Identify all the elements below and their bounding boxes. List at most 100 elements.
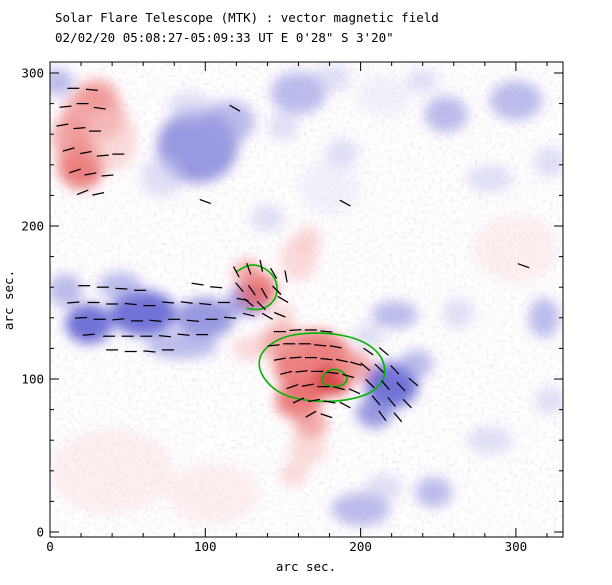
magnetic-field-vector — [180, 301, 193, 304]
magnetic-field-vector — [96, 154, 109, 157]
polarity-blob-negative — [331, 492, 391, 526]
polarity-blob-negative — [298, 160, 361, 216]
polarity-blob-negative — [415, 476, 453, 508]
polarity-blob-negative — [371, 300, 419, 329]
polarity-blob-positive — [293, 411, 328, 439]
polarity-blob-negative — [355, 74, 412, 118]
polarity-blob-negative — [202, 100, 256, 144]
magnetic-field-vector — [199, 302, 212, 306]
magnetic-field-vector — [256, 300, 266, 311]
y-tick-label: 300 — [21, 66, 44, 81]
magnetic-field-vector — [186, 319, 199, 323]
magnetic-field-vector — [408, 377, 419, 387]
polarity-blob-negative — [356, 397, 394, 429]
magnetic-field-vector — [158, 334, 171, 338]
polarity-blob-negative — [424, 95, 468, 133]
field-contour — [235, 264, 278, 311]
polarity-blob-negative — [466, 164, 513, 193]
magnetic-field-vector — [402, 398, 412, 409]
magnetic-field-vector — [360, 362, 371, 372]
polarity-blob-negative — [98, 271, 142, 300]
magnetic-field-vector — [177, 333, 190, 336]
polarity-blob-negative — [442, 297, 474, 329]
polarity-blob-negative — [466, 426, 513, 455]
magnetic-field-vector — [124, 302, 137, 306]
magnetic-field-vector — [92, 191, 105, 196]
magnetic-field-vector — [260, 287, 268, 299]
magnetic-field-vector — [390, 365, 400, 375]
magnetic-field-vector — [277, 295, 289, 303]
polarity-blob-negative — [65, 304, 113, 344]
polarity-blob-positive — [472, 215, 560, 283]
magnetic-field-vector — [292, 397, 305, 404]
magnetic-field-vector — [284, 270, 288, 283]
vector-layer — [56, 87, 530, 423]
polarity-blob-negative — [140, 157, 184, 197]
magnetic-field-vector — [67, 301, 80, 304]
magnetic-field-vector — [365, 378, 375, 389]
polarity-blob-negative — [110, 290, 176, 337]
y-axis-label: arc sec. — [1, 270, 16, 330]
magnetic-field-vector — [112, 318, 125, 321]
magnetic-field-vector — [320, 413, 333, 419]
magnetic-field-vector — [246, 262, 252, 275]
magnetic-field-vector — [326, 371, 339, 375]
x-tick-label: 100 — [194, 539, 217, 554]
magnetic-field-vector — [101, 174, 114, 177]
magnetic-field-vector — [381, 380, 390, 391]
magnetic-field-vector — [199, 198, 212, 205]
magnetic-field-vector — [374, 363, 385, 373]
polarity-blob-negative — [533, 146, 563, 177]
tick-layer — [49, 62, 563, 537]
polarity-blob-negative — [528, 297, 560, 338]
magnetic-field-vector — [305, 410, 317, 418]
magnetic-field-vector — [149, 319, 162, 323]
magnetic-field-vector — [280, 370, 293, 375]
magnetic-field-vector — [79, 150, 92, 155]
polarity-blob-negative — [365, 473, 403, 502]
magnetic-field-vector — [314, 344, 327, 347]
magnetic-field-vector — [307, 398, 321, 403]
magnetic-field-vector — [259, 259, 264, 272]
y-tick-label: 100 — [21, 372, 44, 387]
magnetic-field-vector — [335, 358, 348, 363]
magnetic-field-vector — [85, 88, 98, 92]
magnetic-field-vector — [378, 347, 389, 356]
polarity-blob-negative — [352, 324, 384, 349]
magnetic-field-vector — [387, 396, 396, 407]
magnetic-field-vector — [73, 126, 86, 130]
magnetic-field-vector — [162, 301, 175, 304]
magnetic-field-vector — [267, 344, 280, 347]
magnetic-field-vector — [378, 410, 387, 421]
y-tick-label: 200 — [21, 219, 44, 234]
magnetic-field-vector — [295, 370, 308, 373]
magnetic-field-vector — [339, 401, 351, 409]
magnetic-field-vector — [210, 286, 223, 289]
magnetic-field-vector — [270, 267, 278, 279]
polarity-blob-layer — [50, 63, 563, 526]
magnetic-field-vector — [247, 284, 256, 296]
magnetic-field-vector — [332, 386, 345, 391]
polarity-blob-negative — [534, 386, 563, 415]
magnetic-field-vector — [396, 381, 406, 392]
polarity-blob-negative — [407, 68, 439, 93]
magnetic-field-vector — [363, 347, 374, 356]
x-tick-label: 300 — [505, 539, 528, 554]
tick-label-layer: 0 100 200 300 0 100 200 300 — [21, 66, 527, 555]
magnetic-field-vector — [243, 298, 254, 307]
magnetic-field-vector — [59, 105, 72, 108]
polarity-blob-positive — [51, 115, 89, 159]
magnetic-field-vector — [393, 412, 403, 423]
magnetic-field-vector — [68, 168, 81, 174]
y-tick-label: 0 — [36, 525, 44, 540]
magnetic-field-vector — [339, 199, 351, 207]
polarity-blob-negative — [267, 112, 299, 141]
polarity-blob-positive — [166, 463, 260, 525]
field-contour — [258, 332, 386, 403]
polarity-blob-negative — [314, 63, 352, 92]
magnetic-field-vector — [143, 350, 156, 353]
x-axis-label: arc sec. — [276, 559, 336, 574]
polarity-blob-positive — [293, 226, 322, 254]
magnetic-field-vector — [342, 373, 355, 379]
